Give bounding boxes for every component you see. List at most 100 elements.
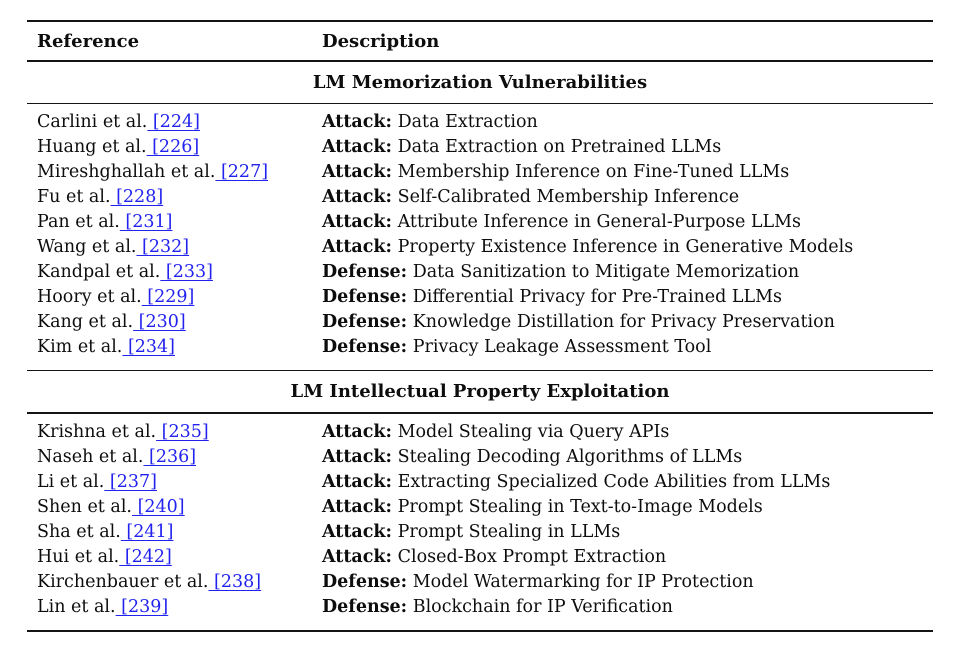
author-name: Kandpal et al.	[37, 261, 161, 282]
table-row: Pan et al. [231] Attack: Attribute Infere…	[27, 210, 933, 235]
author-name: Kang et al.	[37, 311, 134, 332]
attack-defense-label: Attack:	[322, 136, 393, 157]
reference-cell: Kirchenbauer et al. [238]	[37, 570, 322, 595]
table-row: Kim et al. [234] Defense: Privacy Leakage…	[27, 335, 933, 360]
description-cell: Attack: Membership Inference on Fine-Tun…	[322, 160, 933, 185]
section-header-rule	[27, 412, 933, 414]
table-row: Li et al. [237] Attack: Extracting Specia…	[27, 470, 933, 495]
attack-defense-label: Defense:	[322, 311, 408, 332]
description-cell: Attack: Closed-Box Prompt Extraction	[322, 545, 933, 570]
author-name: Kirchenbauer et al.	[37, 571, 209, 592]
table-row: Lin et al. [239] Defense: Blockchain for …	[27, 595, 933, 620]
attack-defense-label: Attack:	[322, 111, 393, 132]
attack-defense-label: Attack:	[322, 446, 393, 467]
section-rows: Krishna et al. [235] Attack: Model Steali…	[27, 414, 933, 630]
table-body: LM Memorization Vulnerabilities Carlini e…	[27, 62, 933, 630]
table-row: Wang et al. [232] Attack: Property Existe…	[27, 235, 933, 260]
author-name: Shen et al.	[37, 496, 132, 517]
table-row: Hoory et al. [229] Defense: Differential …	[27, 285, 933, 310]
description-text: Data Extraction	[392, 111, 538, 132]
column-header-reference: Reference	[37, 31, 140, 53]
description-text: Differential Privacy for Pre-Trained LLM…	[407, 286, 782, 307]
table-row: Sha et al. [241] Attack: Prompt Stealing …	[27, 520, 933, 545]
description-text: Property Existence Inference in Generati…	[392, 236, 854, 257]
reference-cell: Hui et al. [242]	[37, 545, 322, 570]
description-cell: Attack: Model Stealing via Query APIs	[322, 420, 933, 445]
reference-cell: Shen et al. [240]	[37, 495, 322, 520]
citation-link[interactable]: [241]	[120, 521, 174, 542]
description-cell: Attack: Data Extraction on Pretrained LL…	[322, 135, 933, 160]
citation-link[interactable]: [224]	[147, 111, 200, 132]
citation-link[interactable]: [236]	[143, 446, 197, 467]
citation-link[interactable]: [242]	[119, 546, 172, 567]
reference-cell: Wang et al. [232]	[37, 235, 322, 260]
author-name: Mireshghallah et al.	[37, 161, 216, 182]
citation-link[interactable]: [237]	[104, 471, 157, 492]
description-text: Stealing Decoding Algorithms of LLMs	[392, 446, 743, 467]
header-bottom-rule	[27, 60, 933, 62]
attack-defense-label: Attack:	[322, 521, 393, 542]
author-name: Fu et al.	[37, 186, 111, 207]
description-text: Prompt Stealing in LLMs	[392, 521, 621, 542]
attack-defense-label: Attack:	[322, 421, 393, 442]
description-cell: Attack: Extracting Specialized Code Abil…	[322, 470, 933, 495]
section-title: LM Memorization Vulnerabilities	[312, 71, 648, 93]
author-name: Hoory et al.	[37, 286, 142, 307]
description-text: Data Sanitization to Mitigate Memorizati…	[407, 261, 800, 282]
reference-cell: Lin et al. [239]	[37, 595, 322, 620]
reference-cell: Sha et al. [241]	[37, 520, 322, 545]
table-top-rule	[27, 20, 933, 23]
citation-link[interactable]: [233]	[160, 261, 213, 282]
author-name: Pan et al.	[37, 211, 120, 232]
description-text: Privacy Leakage Assessment Tool	[407, 336, 712, 357]
citation-link[interactable]: [239]	[115, 596, 169, 617]
section-separator-rule	[27, 369, 933, 372]
reference-cell: Krishna et al. [235]	[37, 420, 322, 445]
reference-cell: Pan et al. [231]	[37, 210, 322, 235]
reference-cell: Hoory et al. [229]	[37, 285, 322, 310]
table-row: Kandpal et al. [233] Defense: Data Saniti…	[27, 260, 933, 285]
description-cell: Attack: Prompt Stealing in LLMs	[322, 520, 933, 545]
citation-link[interactable]: [231]	[119, 211, 173, 232]
citation-link[interactable]: [230]	[133, 311, 186, 332]
reference-table: Reference Description LM Memorization Vu…	[27, 20, 933, 632]
citation-link[interactable]: [235]	[156, 421, 209, 442]
description-text: Blockchain for IP Verification	[407, 596, 673, 617]
description-cell: Defense: Knowledge Distillation for Priv…	[322, 310, 933, 335]
table-bottom-rule	[27, 629, 933, 632]
reference-cell: Huang et al. [226]	[37, 135, 322, 160]
reference-cell: Fu et al. [228]	[37, 185, 322, 210]
citation-link[interactable]: [234]	[122, 336, 175, 357]
description-cell: Attack: Self-Calibrated Membership Infer…	[322, 185, 933, 210]
author-name: Hui et al.	[37, 546, 120, 567]
citation-link[interactable]: [232]	[136, 236, 190, 257]
attack-defense-label: Attack:	[322, 496, 393, 517]
table-row: Hui et al. [242] Attack: Closed-Box Promp…	[27, 545, 933, 570]
attack-defense-label: Defense:	[322, 261, 408, 282]
citation-link[interactable]: [228]	[110, 186, 164, 207]
citation-link[interactable]: [238]	[208, 571, 262, 592]
attack-defense-label: Attack:	[322, 211, 393, 232]
citation-link[interactable]: [226]	[146, 136, 200, 157]
author-name: Carlini et al.	[37, 111, 148, 132]
reference-cell: Carlini et al. [224]	[37, 110, 322, 135]
attack-defense-label: Defense:	[322, 336, 408, 357]
attack-defense-label: Attack:	[322, 161, 393, 182]
description-cell: Attack: Data Extraction	[322, 110, 933, 135]
citation-link[interactable]: [229]	[141, 286, 195, 307]
attack-defense-label: Defense:	[322, 286, 408, 307]
table-header-row: Reference Description	[27, 22, 933, 60]
citation-link[interactable]: [227]	[215, 161, 269, 182]
description-cell: Attack: Stealing Decoding Algorithms of …	[322, 445, 933, 470]
description-cell: Defense: Model Watermarking for IP Prote…	[322, 570, 933, 595]
table-row: Mireshghallah et al. [227] Attack: Member…	[27, 160, 933, 185]
attack-defense-label: Defense:	[322, 571, 408, 592]
description-text: Attribute Inference in General-Purpose L…	[392, 211, 801, 232]
description-text: Extracting Specialized Code Abilities fr…	[392, 471, 831, 492]
description-cell: Attack: Prompt Stealing in Text-to-Image…	[322, 495, 933, 520]
description-text: Model Watermarking for IP Protection	[407, 571, 754, 592]
description-text: Membership Inference on Fine-Tuned LLMs	[392, 161, 790, 182]
author-name: Kim et al.	[37, 336, 123, 357]
citation-link[interactable]: [240]	[132, 496, 185, 517]
